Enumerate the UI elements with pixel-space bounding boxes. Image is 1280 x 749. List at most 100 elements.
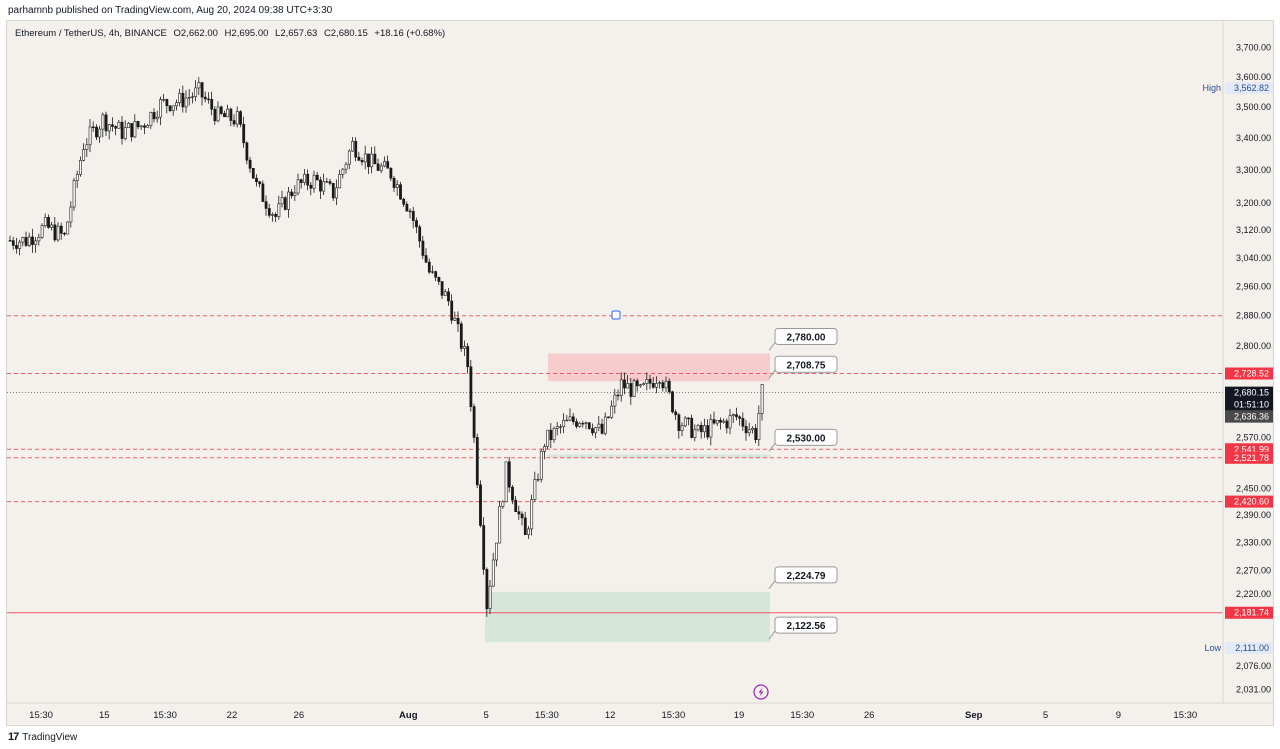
candle[interactable] [18, 241, 22, 249]
candle[interactable] [687, 417, 690, 420]
candle[interactable] [360, 159, 364, 163]
candle[interactable] [603, 416, 607, 434]
candle[interactable] [530, 499, 534, 530]
candle[interactable] [591, 428, 594, 434]
candle[interactable] [331, 183, 335, 199]
candle[interactable] [632, 380, 636, 397]
candle[interactable] [383, 161, 386, 167]
candle[interactable] [472, 406, 476, 438]
candle[interactable] [85, 144, 89, 150]
candle[interactable] [130, 123, 134, 138]
candle[interactable] [450, 300, 454, 321]
candle[interactable] [232, 120, 236, 125]
candle[interactable] [629, 383, 633, 397]
candle[interactable] [424, 255, 428, 263]
candle[interactable] [491, 559, 495, 587]
candle[interactable] [757, 413, 761, 441]
candle[interactable] [117, 121, 121, 129]
candle[interactable] [82, 149, 86, 161]
candle[interactable] [223, 113, 226, 118]
candle[interactable] [175, 102, 178, 107]
candle[interactable] [197, 82, 201, 89]
candle[interactable] [671, 391, 674, 413]
candle[interactable] [312, 174, 316, 189]
candle[interactable] [434, 271, 438, 278]
candle[interactable] [760, 384, 764, 414]
candle[interactable] [207, 98, 210, 101]
candle[interactable] [357, 156, 361, 161]
price-callout-box[interactable] [774, 616, 838, 634]
candle[interactable] [443, 291, 447, 296]
candle[interactable] [552, 428, 556, 441]
candle[interactable] [50, 224, 54, 228]
candle[interactable] [392, 177, 396, 188]
candle[interactable] [79, 159, 82, 175]
candle[interactable] [72, 180, 76, 208]
candle[interactable] [431, 271, 434, 273]
candle[interactable] [24, 237, 28, 246]
candle[interactable] [120, 121, 124, 139]
candle[interactable] [469, 366, 473, 407]
candle[interactable] [725, 420, 729, 429]
candle[interactable] [363, 153, 367, 163]
candle[interactable] [37, 236, 41, 242]
candle[interactable] [664, 380, 668, 389]
candle[interactable] [213, 108, 217, 122]
candle[interactable] [66, 221, 70, 235]
candle[interactable] [219, 106, 223, 114]
candle[interactable] [661, 382, 665, 389]
price-callout-box[interactable] [774, 328, 838, 346]
candle[interactable] [194, 87, 198, 97]
candle[interactable] [267, 208, 271, 216]
price-callout-box[interactable] [774, 428, 838, 446]
candle[interactable] [255, 177, 258, 183]
candle[interactable] [277, 203, 281, 217]
candle[interactable] [133, 121, 137, 138]
candle[interactable] [533, 479, 537, 500]
candle[interactable] [744, 426, 748, 434]
candle[interactable] [43, 217, 47, 226]
candle[interactable] [309, 184, 313, 189]
candle[interactable] [722, 420, 726, 423]
candle[interactable] [187, 96, 191, 99]
candle[interactable] [623, 379, 626, 389]
candle[interactable] [549, 429, 553, 441]
candle[interactable] [501, 501, 505, 507]
candle[interactable] [296, 179, 300, 194]
candle[interactable] [274, 214, 278, 217]
candle[interactable] [699, 425, 703, 433]
price-axis-background[interactable] [1223, 21, 1274, 703]
candle[interactable] [463, 346, 466, 349]
candle[interactable] [123, 127, 127, 139]
candle[interactable] [104, 114, 108, 132]
candle[interactable] [341, 168, 345, 175]
candle[interactable] [184, 97, 188, 108]
time-axis-background[interactable] [7, 703, 1223, 726]
candle[interactable] [607, 416, 610, 419]
candle[interactable] [616, 394, 620, 397]
candle[interactable] [498, 506, 502, 544]
candle[interactable] [706, 425, 710, 438]
candle[interactable] [245, 142, 249, 161]
candle[interactable] [562, 420, 566, 427]
candle[interactable] [696, 425, 700, 431]
candle[interactable] [290, 191, 294, 197]
candle[interactable] [162, 99, 166, 101]
candle[interactable] [703, 425, 706, 433]
supply-zone[interactable] [548, 353, 770, 382]
candle[interactable] [31, 236, 34, 245]
candle[interactable] [395, 184, 399, 188]
candle[interactable] [15, 245, 18, 249]
candle[interactable] [565, 419, 569, 422]
candle[interactable] [456, 317, 460, 325]
candle[interactable] [251, 168, 255, 179]
candle[interactable] [287, 191, 290, 210]
candle[interactable] [488, 585, 492, 609]
candle[interactable] [610, 405, 614, 418]
candle[interactable] [229, 108, 233, 121]
candle[interactable] [437, 276, 441, 282]
candle[interactable] [482, 525, 486, 570]
candle[interactable] [597, 423, 601, 428]
symbol-name[interactable]: Ethereum / TetherUS, 4h, BINANCE [15, 28, 167, 39]
candle[interactable] [658, 382, 662, 384]
